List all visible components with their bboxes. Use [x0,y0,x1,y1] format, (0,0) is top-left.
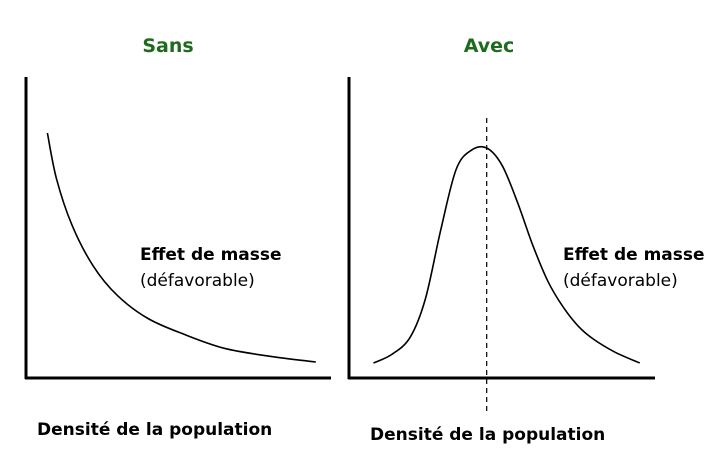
panel-sans: Sans Effet de masse (défavorable) Densit… [24,35,331,440]
curve-sans [46,132,316,363]
ylabel-sans: Effet de masse [140,245,282,265]
panel-avec: Avec Effet de masse (défavorable) Densit… [347,35,705,445]
panel-title-avec: Avec [464,35,515,57]
ylabel-note-sans: (défavorable) [140,271,255,291]
xlabel-avec: Densité de la population [370,425,605,445]
xlabel-sans: Densité de la population [37,420,272,440]
panel-title-sans: Sans [142,35,193,57]
ylabel-note-avec: (défavorable) [563,271,678,291]
ylabel-avec: Effet de masse [563,245,705,265]
curve-avec [373,145,641,364]
